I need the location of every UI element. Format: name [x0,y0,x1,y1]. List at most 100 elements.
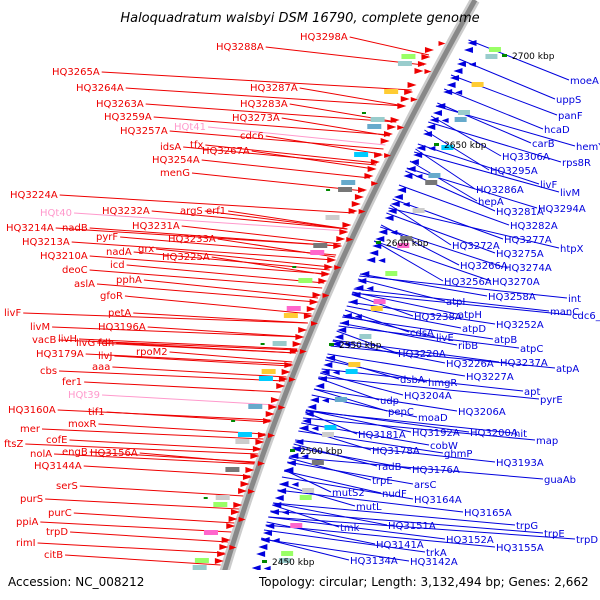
left-gene-label: HQ3265A [52,67,100,78]
annotation-block [192,565,207,570]
left-gene-label: petA [108,308,131,319]
left-leader-line [69,439,260,451]
right-leader-line [339,322,458,346]
right-gene-label: arsC [414,480,436,491]
reverse-gene-arrow [258,544,268,550]
annotation-block [401,54,416,59]
reverse-gene-arrow [441,118,449,123]
right-gene-label: hepA [478,197,504,208]
left-leader-line [106,411,270,423]
forward-gene-arrow [230,509,240,515]
right-gene-label: carB [532,139,555,150]
reverse-gene-arrow [269,509,279,515]
reverse-gene-arrow [432,110,442,116]
kbp-tick-mark [376,241,381,244]
reverse-gene-arrow [354,285,364,291]
forward-gene-arrow [268,404,278,410]
forward-gene-arrow [383,131,393,137]
left-leader-line [96,283,317,303]
left-leader-line [52,326,303,338]
forward-gene-arrow [384,153,392,158]
right-leader-line [386,212,496,254]
reverse-gene-arrow [260,537,270,543]
annotation-block [286,306,301,311]
annotation-block [258,376,273,381]
forward-gene-arrow [219,544,229,550]
right-leader-line [327,353,466,377]
reverse-gene-arrow [390,201,400,207]
forward-gene-arrow [414,68,424,74]
left-leader-line [133,312,308,324]
right-gene-label: trkA [426,548,447,559]
reverse-gene-arrow [262,530,272,536]
left-gene-label: menG [160,168,190,179]
right-gene-label: atpA [556,364,579,375]
forward-gene-arrow [303,313,313,319]
forward-gene-arrow [289,348,299,354]
left-leader-line [102,394,276,406]
left-gene-label: rpoM2 [136,347,168,358]
reverse-gene-arrow [397,187,407,193]
left-leader-line [265,46,425,66]
forward-gene-arrow [367,166,377,172]
left-gene-label: tfx [190,140,203,151]
forward-gene-arrow [358,187,368,193]
reverse-gene-arrow [384,215,394,221]
left-leader-line [251,150,375,170]
right-leader-line [373,240,444,282]
forward-gene-arrow [238,517,246,522]
reverse-gene-arrow [332,370,340,375]
left-gene-label: nadA [106,247,132,258]
reverse-gene-arrow [340,320,350,326]
forward-gene-arrow [284,362,294,368]
reverse-gene-arrow [323,362,333,368]
left-leader-line [59,194,355,214]
annotation-block [215,495,230,500]
left-leader-line [133,251,330,271]
left-gene-label: HQ3231A [132,221,180,232]
reverse-gene-arrow [413,152,423,158]
forward-gene-arrow [276,383,286,389]
right-gene-label: HQ3193A [496,458,544,469]
reverse-gene-arrow [342,313,352,319]
left-gene-label: HQ3287A [250,83,298,94]
left-leader-line [201,159,371,179]
reverse-gene-arrow [456,61,466,67]
left-leader-line [45,498,239,510]
forward-gene-arrow [370,159,380,165]
reverse-gene-arrow [369,250,379,256]
right-gene-label: HQ3306A [502,152,550,163]
right-gene-label: htpX [560,244,584,255]
reverse-gene-arrow [281,510,289,515]
reverse-gene-arrow [357,278,367,284]
reverse-gene-arrow [403,173,413,179]
left-gene-label: pyrF [96,232,118,243]
right-leader-line [336,330,398,354]
forward-gene-arrow [245,467,255,473]
annotation-block [488,47,501,52]
right-leader-line [313,388,458,412]
left-gene-label: livM [30,322,50,333]
forward-gene-arrow [358,209,366,214]
forward-gene-arrow [217,551,227,557]
forward-gene-arrow [299,349,307,354]
reverse-gene-arrow [378,258,386,263]
forward-gene-arrow [214,558,224,564]
right-leader-line [260,538,410,562]
forward-gene-arrow [221,537,231,543]
right-leader-line [268,516,446,540]
forward-gene-arrow [404,89,414,95]
left-gene-label: purS [20,494,43,505]
right-gene-label: mutS2 [332,488,365,499]
left-leader-line [70,531,229,543]
left-gene-label: HQ3225A [162,252,210,263]
left-leader-line [147,326,303,338]
reverse-gene-arrow [360,271,370,277]
kbp-tick-label: 2700 kbp [512,52,555,62]
annotation-block [425,180,438,185]
left-leader-line [349,36,430,56]
right-gene-label: HQ3270A [492,277,540,288]
reverse-gene-arrow [251,565,261,571]
left-gene-label: aslA [74,279,95,290]
